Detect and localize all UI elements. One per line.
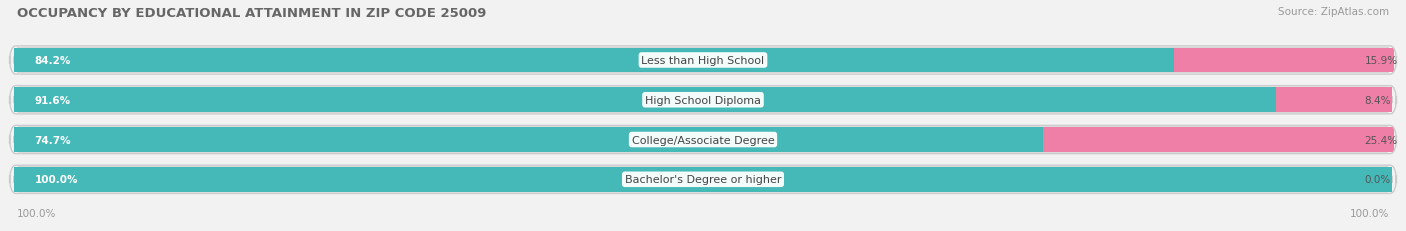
Bar: [14, 128, 1043, 152]
FancyBboxPatch shape: [14, 48, 1392, 74]
FancyBboxPatch shape: [14, 48, 1392, 73]
Bar: [1174, 49, 1393, 73]
Text: 100.0%: 100.0%: [17, 208, 56, 218]
FancyBboxPatch shape: [14, 167, 1392, 192]
Text: OCCUPANCY BY EDUCATIONAL ATTAINMENT IN ZIP CODE 25009: OCCUPANCY BY EDUCATIONAL ATTAINMENT IN Z…: [17, 7, 486, 20]
Text: 100.0%: 100.0%: [35, 175, 77, 185]
FancyBboxPatch shape: [14, 128, 1392, 152]
Bar: [1043, 128, 1393, 152]
Bar: [14, 167, 1392, 192]
Text: 25.4%: 25.4%: [1365, 135, 1398, 145]
Text: 84.2%: 84.2%: [35, 56, 70, 66]
Text: 15.9%: 15.9%: [1365, 56, 1398, 66]
Text: 74.7%: 74.7%: [35, 135, 72, 145]
Text: Bachelor's Degree or higher: Bachelor's Degree or higher: [624, 175, 782, 185]
FancyBboxPatch shape: [14, 127, 1392, 153]
Text: 0.0%: 0.0%: [1365, 175, 1391, 185]
Bar: [14, 49, 1174, 73]
FancyBboxPatch shape: [14, 88, 1392, 113]
Text: 8.4%: 8.4%: [1365, 95, 1391, 105]
Text: 91.6%: 91.6%: [35, 95, 70, 105]
Bar: [14, 88, 1277, 112]
Bar: [1277, 88, 1392, 112]
FancyBboxPatch shape: [14, 167, 1392, 192]
Text: 100.0%: 100.0%: [1350, 208, 1389, 218]
Text: High School Diploma: High School Diploma: [645, 95, 761, 105]
Text: Source: ZipAtlas.com: Source: ZipAtlas.com: [1278, 7, 1389, 17]
FancyBboxPatch shape: [14, 88, 1392, 113]
Text: College/Associate Degree: College/Associate Degree: [631, 135, 775, 145]
Text: Less than High School: Less than High School: [641, 56, 765, 66]
